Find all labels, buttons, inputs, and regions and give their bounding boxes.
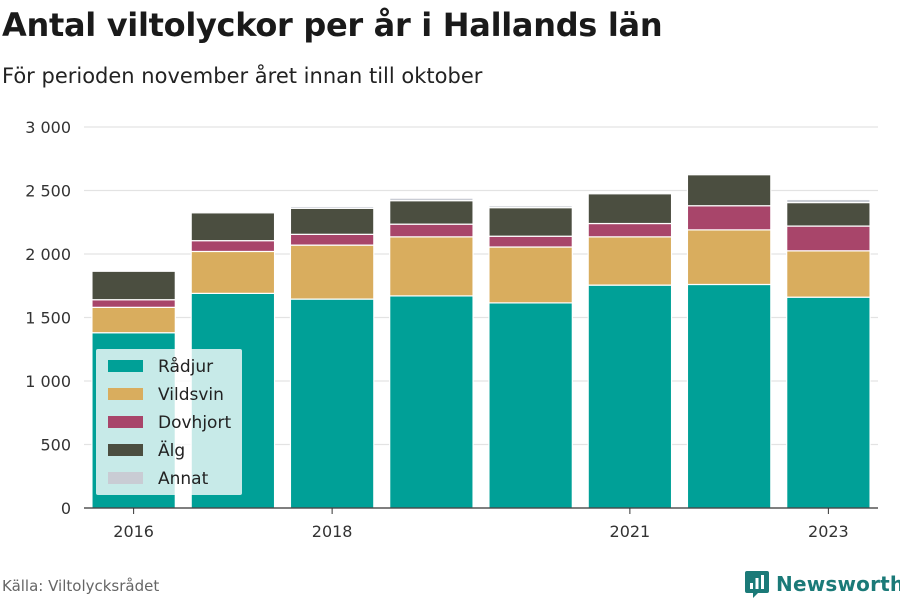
- y-axis-tick-labels: 0 500 1 000 1 500 2 000 2 500 3 000: [25, 118, 71, 518]
- source-note: Källa: Viltolycksrådet: [2, 577, 160, 595]
- bar-segment: [389, 223, 474, 238]
- bar-segment: [488, 207, 573, 237]
- bar-segment: [488, 205, 573, 209]
- bar-segment: [190, 212, 276, 242]
- bar-segment: [786, 296, 871, 509]
- y-tick-label: 0: [61, 499, 71, 518]
- bar-segment: [190, 210, 276, 214]
- legend: Rådjur Vildsvin Dovhjort Älg Annat: [96, 349, 242, 495]
- bar-segment: [686, 229, 772, 286]
- legend-label: Annat: [158, 469, 209, 489]
- newsworthy-brand: Newsworthy: [744, 569, 900, 599]
- bar-segment: [786, 250, 871, 298]
- x-tick-label: 2021: [610, 522, 651, 541]
- bar-segment: [686, 283, 772, 509]
- x-tick-label: 2016: [113, 522, 154, 541]
- bar-segment: [91, 270, 176, 301]
- bar-segment: [389, 197, 474, 202]
- bar-segment: [488, 302, 573, 509]
- legend-swatch: [108, 388, 143, 400]
- bar-segment: [686, 172, 772, 176]
- bar-segment: [389, 236, 474, 297]
- bar-segment: [190, 240, 276, 253]
- x-axis-tick-labels: 2016 2018 2021 2023: [113, 508, 849, 541]
- legend-label: Vildsvin: [158, 385, 224, 405]
- x-tick-label: 2018: [312, 522, 353, 541]
- bar-segment: [587, 193, 673, 225]
- bar-segment: [686, 205, 772, 231]
- legend-swatch: [108, 444, 143, 456]
- bar-chart-logo-icon: [745, 571, 769, 598]
- y-tick-label: 2 000: [25, 245, 71, 264]
- y-tick-label: 3 000: [25, 118, 71, 137]
- bar-segment: [786, 201, 871, 227]
- legend-swatch: [108, 360, 143, 372]
- y-tick-label: 500: [40, 436, 71, 455]
- bar-segment: [786, 198, 871, 204]
- bar-segment: [389, 200, 474, 225]
- bar-segment: [289, 205, 375, 209]
- y-tick-label: 1 000: [25, 372, 71, 391]
- chart-subtitle: För perioden november året innan till ok…: [2, 64, 483, 88]
- bar-segment: [91, 269, 176, 272]
- legend-label: Rådjur: [158, 356, 213, 377]
- legend-label: Dovhjort: [158, 413, 231, 433]
- legend-background: [96, 349, 242, 495]
- legend-swatch: [108, 472, 143, 484]
- bar-segment: [786, 225, 871, 252]
- bar-segment: [289, 207, 375, 235]
- bar-segment: [190, 250, 276, 294]
- bar-segment: [587, 222, 673, 238]
- y-tick-label: 1 500: [25, 309, 71, 328]
- bar-segment: [587, 236, 673, 286]
- bar-segment: [587, 284, 673, 509]
- bar-segment: [488, 246, 573, 304]
- brand-name: Newsworthy: [776, 572, 900, 596]
- bar-segment: [91, 299, 176, 308]
- legend-label: Älg: [158, 440, 185, 461]
- bar-segment: [289, 233, 375, 246]
- bar-segment: [389, 295, 474, 509]
- bar-segment: [289, 244, 375, 300]
- chart-title: Antal viltolyckor per år i Hallands län: [2, 6, 663, 44]
- legend-swatch: [108, 416, 143, 428]
- bar-segment: [91, 306, 176, 334]
- y-tick-label: 2 500: [25, 182, 71, 201]
- bar-segment: [289, 298, 375, 509]
- bar-segment: [587, 191, 673, 195]
- bar-segment: [488, 235, 573, 248]
- x-tick-label: 2023: [808, 522, 849, 541]
- bar-segment: [686, 174, 772, 207]
